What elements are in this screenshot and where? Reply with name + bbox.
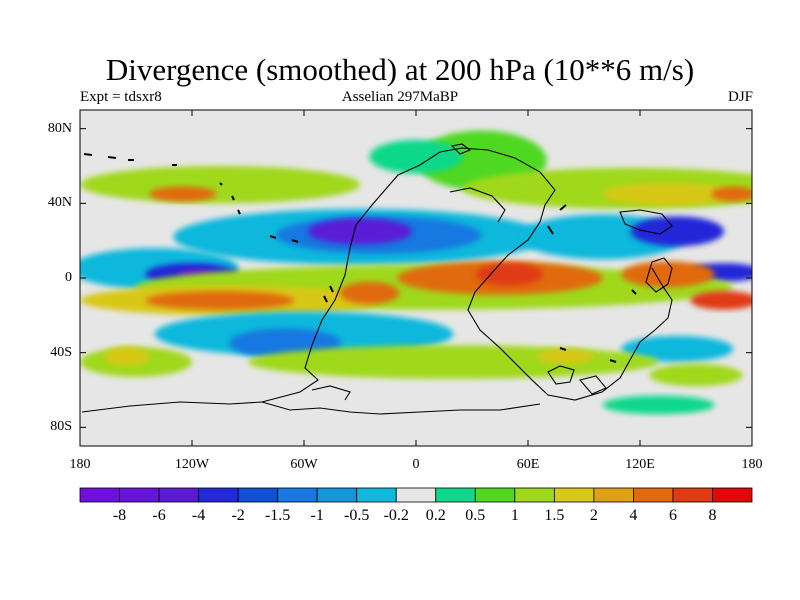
field-region-north-conv-belt-3 (307, 218, 413, 245)
colorbar-swatch (474, 487, 516, 503)
colorbar-swatch (356, 487, 397, 503)
colorbar-swatch (593, 487, 634, 503)
field-region-north-pacific-div-3 (710, 186, 752, 202)
coastline-arctic-island (450, 143, 472, 155)
colorbar-swatch (277, 487, 318, 503)
coastline-gondwana-island-2 (579, 375, 607, 395)
colorbar-swatch (514, 487, 555, 503)
colorbar-label: 1 (510, 507, 519, 524)
colorbar-swatch (158, 487, 199, 503)
colorbar-label: -0.2 (383, 507, 409, 524)
y-tick-label: 80S (50, 419, 72, 435)
field-region-antarctic-conv-3 (602, 395, 715, 415)
field-region-tropical-div-5 (475, 263, 543, 286)
field-region-arctic-blue (677, 134, 752, 161)
colorbar-label: 0.5 (465, 507, 486, 524)
field-region-band-north-50-inner (149, 186, 217, 202)
experiment-label: Expt = tdsxr8 (80, 89, 162, 105)
coastline-siberia (449, 187, 506, 223)
colorbar-swatch (395, 487, 437, 503)
colorbar-label: 8 (708, 507, 717, 524)
coastlines (81, 143, 673, 415)
colorbar-label: 6 (668, 507, 677, 524)
field-region-north-pacific-div-2 (602, 182, 734, 206)
colorbar-swatch (79, 487, 120, 503)
x-tick-label: 0 (412, 457, 420, 472)
colorbar-label: -8 (112, 507, 127, 524)
y-tick-label: 40N (47, 195, 72, 211)
colorbar-swatch (712, 487, 753, 503)
field-region-arctic-conv-2 (369, 139, 463, 174)
y-tick-label: 0 (65, 270, 72, 285)
colorbar-label: -2 (231, 507, 245, 524)
field-region-antarctic-conv-2 (378, 399, 435, 418)
field-region-antarctic-conv (98, 403, 360, 433)
coastline-antarctic-west (311, 385, 351, 401)
colorbar-swatch (672, 487, 713, 503)
coastline-gondwana-island-1 (547, 365, 575, 385)
colorbar-swatch (435, 487, 476, 503)
field-region-south-div-belt (248, 345, 659, 379)
colorbar-label: -6 (152, 507, 166, 524)
colorbar-swatch (633, 487, 674, 503)
field-region-tropical-div-6 (339, 281, 400, 305)
x-tick-label: 120W (174, 457, 210, 472)
y-tick-label: 40S (50, 344, 72, 360)
colorbar-label: 4 (629, 507, 638, 524)
field-region-south-conv-belt-3 (621, 335, 734, 362)
coastline-cathaysia (645, 257, 673, 293)
season-label: DJF (727, 89, 753, 105)
x-tick-label: 180 (69, 457, 91, 472)
colorbar-swatch (553, 487, 595, 503)
colorbar-swatch (316, 487, 358, 503)
colorbar-label: -0.5 (344, 507, 370, 524)
y-tick-label: 80N (47, 120, 72, 136)
coastline-dashes (83, 153, 637, 363)
colorbar-label: 0.2 (425, 507, 446, 524)
field-region-tropical-div-8 (690, 291, 752, 310)
divergence-field (80, 130, 752, 433)
field-region-asia-conv-2 (630, 216, 724, 247)
colorbar-label: 2 (589, 507, 598, 524)
colorbar-label: -4 (191, 507, 206, 524)
colorbar (79, 487, 753, 503)
colorbar-label: -1.5 (264, 507, 291, 524)
field-region-tropical-div-belt-3 (145, 291, 295, 310)
x-tick-label: 60E (516, 457, 540, 472)
colorbar-label: -1 (310, 507, 324, 524)
field-region-south-div-5 (649, 363, 743, 387)
coastline-east-asia (619, 209, 673, 235)
coastline-south-pangea (81, 401, 541, 415)
x-tick-label: 120E (625, 457, 655, 472)
colorbar-label: 1.5 (544, 507, 565, 524)
colorbar-swatch (237, 487, 279, 503)
x-tick-label: 180 (741, 457, 763, 472)
field-region-south-div-belt-3 (104, 347, 150, 366)
field-region-tropical-div-7 (621, 261, 715, 288)
x-tick-label: 60W (290, 457, 318, 472)
field-region-band-north-50 (80, 166, 360, 204)
map-title: Divergence (smoothed) at 200 hPa (10**6 … (105, 52, 695, 87)
colorbar-swatch (198, 487, 239, 503)
axis-ticks (79, 110, 753, 446)
colorbar-swatch (119, 487, 160, 503)
period-label: Asselian 297MaBP (341, 89, 459, 105)
coastline-pangea-north (261, 147, 673, 403)
field-region-south-div-belt-4 (537, 348, 594, 364)
